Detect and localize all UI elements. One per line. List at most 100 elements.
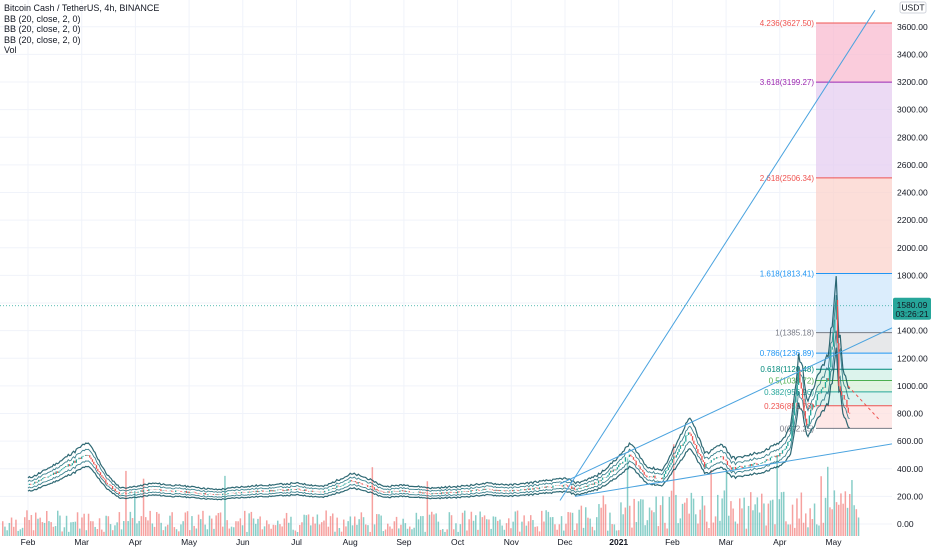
volume-bar — [534, 526, 536, 536]
volume-bar — [252, 518, 255, 536]
volume-bar — [853, 505, 855, 536]
volume-bar — [184, 512, 187, 536]
fib-level-label: 2.618(2506.34) — [760, 174, 815, 183]
fib-zone — [816, 369, 892, 381]
fib-zone — [816, 391, 892, 406]
volume-bar — [362, 517, 365, 536]
volume-bar — [310, 525, 312, 536]
volume-bar — [30, 514, 33, 536]
legend-bb-1[interactable]: BB (20, close, 2, 0) — [4, 13, 81, 24]
volume-bar — [257, 518, 259, 536]
volume-bar — [371, 467, 374, 536]
volume-bar — [675, 494, 677, 536]
volume-bar — [369, 531, 371, 536]
volume-bar — [472, 520, 475, 536]
y-axis-tick-label: 0.00 — [897, 519, 914, 529]
volume-bar — [435, 513, 437, 536]
volume-bar — [274, 525, 277, 536]
volume-bar — [382, 531, 385, 536]
volume-bar — [666, 528, 668, 536]
volume-bar — [360, 512, 363, 536]
volume-bar — [547, 511, 550, 536]
volume-bar — [325, 510, 327, 536]
volume-bar — [387, 523, 389, 536]
volume-bar — [607, 530, 609, 536]
volume-bar — [824, 497, 827, 536]
y-axis-tick-label: 800.00 — [897, 409, 923, 419]
volume-bar — [237, 521, 239, 536]
volume-bar — [182, 521, 184, 536]
volume-bar — [563, 530, 565, 536]
volume-bar — [281, 526, 283, 536]
volume-bar — [323, 520, 325, 536]
legend-title[interactable]: Bitcoin Cash / TetherUS, 4h, BINANCE — [4, 3, 160, 13]
volume-bar — [230, 526, 233, 536]
fib-level-label: 0.382(956.96) — [764, 388, 814, 397]
volume-bar — [329, 516, 332, 536]
volume-bar — [560, 516, 563, 536]
volume-bar — [457, 531, 459, 536]
volume-bar — [116, 522, 118, 536]
trendline-upper[interactable] — [559, 327, 893, 485]
volume-bar — [646, 520, 649, 536]
volume-bar — [283, 518, 286, 536]
volume-bar — [90, 521, 92, 536]
currency-badge[interactable] — [899, 1, 927, 14]
volume-bar — [354, 516, 356, 536]
price-badge[interactable] — [893, 297, 931, 320]
volume-bar — [690, 492, 693, 536]
volume-bar — [13, 526, 15, 536]
volume-bar — [10, 517, 13, 536]
volume-bar — [714, 516, 717, 536]
volume-bar — [800, 492, 803, 536]
volume-bar — [695, 514, 697, 536]
volume-bar — [50, 522, 52, 536]
volume-bar — [754, 504, 756, 536]
volume-bar — [400, 524, 402, 536]
volume-bar — [596, 517, 598, 536]
volume-bar — [8, 522, 11, 536]
volume-bar — [206, 529, 209, 536]
volume-bar — [343, 519, 345, 536]
trendline-steep[interactable] — [559, 9, 876, 501]
volume-bar — [725, 470, 728, 536]
y-axis-tick-label: 2800.00 — [897, 132, 928, 142]
volume-bar — [83, 513, 85, 536]
volume-bar — [609, 512, 611, 536]
volume-bar — [442, 529, 444, 536]
volume-bar — [602, 495, 605, 536]
x-axis-tick-label: Feb — [21, 537, 36, 547]
volume-bar — [655, 496, 657, 536]
legend-vol[interactable]: Vol — [4, 45, 17, 55]
volume-bar — [512, 521, 514, 536]
volume-bar — [721, 498, 723, 536]
volume-bar — [114, 525, 116, 536]
x-axis-tick-label: Jun — [236, 537, 250, 547]
volume-bar — [437, 521, 440, 536]
y-axis-tick-label: 3400.00 — [897, 49, 928, 59]
price-badge-price: 1580.09 — [897, 300, 928, 310]
legend-bb-3[interactable]: BB (20, close, 2, 0) — [4, 34, 81, 45]
legend-bb-2[interactable]: BB (20, close, 2, 0) — [4, 24, 81, 34]
volume-bar — [688, 513, 690, 536]
fib-zone — [816, 380, 892, 392]
volume-bar — [92, 521, 94, 536]
volume-bar — [105, 515, 107, 536]
volume-bar — [4, 526, 6, 536]
volume-bar — [189, 530, 191, 536]
y-axis-tick-label: 3200.00 — [897, 77, 928, 87]
projection-line[interactable] — [847, 385, 881, 421]
x-axis-tick-label: 2021 — [609, 537, 628, 547]
volume-bar — [129, 511, 132, 536]
volume-bar — [224, 475, 226, 536]
volume-bar — [791, 504, 794, 536]
volume-bar — [798, 518, 800, 536]
volume-bar — [15, 519, 17, 536]
trendline-lower[interactable] — [574, 443, 893, 497]
volume-bar — [701, 495, 704, 536]
volume-bar — [409, 526, 411, 536]
volume-bar — [153, 526, 156, 536]
volume-bar — [816, 524, 818, 536]
